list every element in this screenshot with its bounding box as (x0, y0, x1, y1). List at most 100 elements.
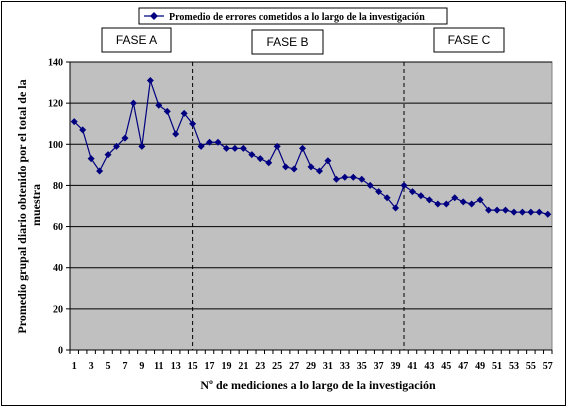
phase-b-box: FASE B (251, 29, 324, 55)
data-point (206, 138, 214, 146)
data-point (248, 151, 256, 159)
x-tick-label: 23 (255, 361, 265, 372)
legend: Promedio de errores cometidos a lo largo… (138, 7, 448, 25)
y-tick-label: 60 (53, 222, 63, 233)
data-point (468, 200, 476, 208)
x-tick-label: 33 (340, 361, 350, 372)
x-tick-label: 9 (139, 361, 144, 372)
x-tick-label: 27 (289, 361, 299, 372)
data-point (307, 163, 315, 171)
data-point (358, 175, 366, 183)
x-tick-label: 1 (72, 361, 77, 372)
x-tick-label: 39 (391, 361, 401, 372)
data-point (501, 206, 509, 214)
x-tick-label: 11 (154, 361, 163, 372)
data-point (163, 107, 171, 115)
x-tick-label: 45 (441, 361, 451, 372)
data-point (265, 159, 273, 167)
data-point (400, 181, 408, 189)
data-point (299, 144, 307, 152)
data-point (256, 155, 264, 163)
x-tick-label: 37 (374, 361, 384, 372)
phase-c-label: FASE C (448, 33, 491, 47)
legend-label: Promedio de errores cometidos a lo largo… (169, 12, 425, 23)
data-point (290, 165, 298, 173)
data-point (315, 167, 323, 175)
y-tick-label: 40 (53, 263, 63, 274)
data-point (96, 167, 104, 175)
x-tick-label: 51 (492, 361, 502, 372)
data-point (535, 208, 543, 216)
data-point (70, 118, 78, 126)
data-point (138, 142, 146, 150)
x-tick-label: 53 (509, 361, 519, 372)
data-point (121, 134, 129, 142)
x-axis-title: Nº de mediciones a lo largo de la invest… (200, 378, 436, 392)
y-tick-label: 120 (48, 99, 63, 110)
data-point (104, 151, 112, 159)
data-point (197, 142, 205, 150)
x-tick-label: 13 (171, 361, 181, 372)
data-point (544, 210, 552, 218)
y-tick-label: 20 (53, 304, 63, 315)
x-tick-label: 47 (458, 361, 468, 372)
data-point (451, 194, 459, 202)
data-point (375, 188, 383, 196)
data-point (341, 173, 349, 181)
x-tick-label: 35 (357, 361, 367, 372)
phase-a-label: FASE A (116, 33, 157, 47)
data-point (129, 99, 137, 107)
y-tick-label: 140 (48, 58, 63, 69)
phase-b-label: FASE B (266, 35, 308, 49)
y-axis-title: Promedio grupal diario obtenido por el t… (15, 76, 43, 333)
y-axis-title-line-2: muestra (29, 184, 43, 226)
data-point (146, 77, 154, 85)
data-point (392, 204, 400, 212)
data-point (485, 206, 493, 214)
data-point (231, 144, 239, 152)
data-point (189, 120, 197, 128)
data-point (527, 208, 535, 216)
data-point (366, 181, 374, 189)
data-point (349, 173, 357, 181)
data-point (383, 194, 391, 202)
data-point (332, 175, 340, 183)
data-point (239, 144, 247, 152)
data-point (282, 163, 290, 171)
x-tick-label: 55 (526, 361, 536, 372)
data-point (417, 192, 425, 200)
data-point (79, 126, 87, 134)
phase-c-box: FASE C (433, 27, 505, 53)
x-tick-label: 57 (543, 361, 553, 372)
data-point (459, 198, 467, 206)
data-point (425, 196, 433, 204)
x-tick-label: 43 (424, 361, 434, 372)
x-tick-label: 49 (475, 361, 485, 372)
phase-a-box: FASE A (101, 27, 172, 53)
data-point (434, 200, 442, 208)
y-axis-title-line-1: Promedio grupal diario obtenido por el t… (15, 79, 29, 333)
data-point (180, 109, 188, 117)
y-tick-label: 0 (58, 346, 63, 357)
y-tick-label: 80 (53, 181, 63, 192)
x-tick-label: 31 (323, 361, 333, 372)
x-tick-label: 25 (272, 361, 282, 372)
x-tick-label: 29 (306, 361, 316, 372)
x-tick-label: 7 (122, 361, 127, 372)
plot-area (69, 61, 553, 351)
data-point (155, 101, 163, 109)
data-point (510, 208, 518, 216)
data-point (408, 188, 416, 196)
x-tick-label: 17 (205, 361, 215, 372)
data-point (476, 196, 484, 204)
data-point (222, 144, 230, 152)
x-tick-label: 41 (407, 361, 417, 372)
data-point (493, 206, 501, 214)
data-point (87, 155, 95, 163)
x-tick-label: 3 (89, 361, 94, 372)
data-point (113, 142, 121, 150)
data-point (273, 142, 281, 150)
data-point (442, 200, 450, 208)
data-point (214, 138, 222, 146)
